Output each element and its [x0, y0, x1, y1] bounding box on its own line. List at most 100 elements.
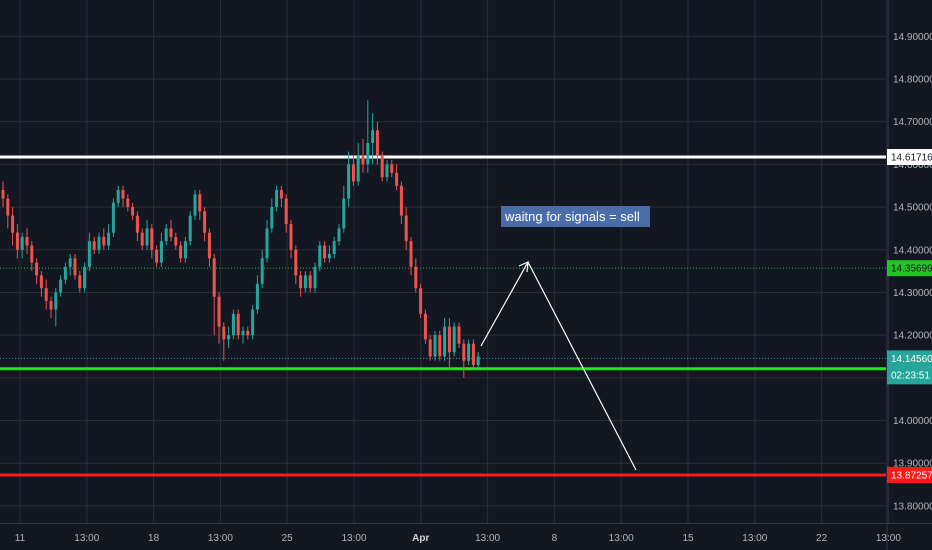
candle-body	[337, 228, 341, 242]
candle-body	[174, 236, 178, 246]
candle-body	[299, 275, 303, 289]
x-tick-label: 25	[282, 533, 294, 544]
candle-body	[279, 189, 283, 199]
candle-body	[155, 249, 159, 263]
candle-body	[121, 189, 125, 199]
time-axis[interactable]: 11 13:00 18 13:00 25 13:00 Apr 13:00 8 13:00 15 13:…	[0, 523, 932, 545]
candle-body	[236, 313, 240, 336]
candle-body	[308, 275, 312, 289]
candle-body	[419, 288, 423, 314]
candle-body	[371, 130, 375, 144]
candle-body	[231, 313, 235, 336]
annotation-box[interactable]	[501, 206, 650, 227]
candle-body	[15, 232, 19, 250]
candle-body	[428, 339, 432, 357]
x-tick-label: 15	[682, 533, 694, 544]
candle-body	[255, 283, 259, 310]
level-price-tag	[887, 149, 932, 166]
candle-body	[342, 198, 346, 229]
candle-body	[107, 232, 111, 246]
candle-body	[198, 194, 202, 212]
x-tick-label: Apr	[412, 533, 429, 544]
x-tick-label: 13:00	[74, 533, 99, 544]
candle-body	[443, 326, 447, 357]
candle-body	[289, 224, 293, 250]
candle-body	[49, 300, 53, 310]
candle-body	[6, 198, 10, 216]
level-price-tag-label: 14.61716	[891, 153, 932, 164]
candle-body	[92, 241, 96, 250]
chart-grid	[0, 0, 889, 523]
x-tick-label: 22	[816, 533, 828, 544]
candle-body	[159, 241, 163, 263]
candle-body	[390, 164, 394, 173]
y-tick-label: 14.80000	[893, 74, 932, 85]
candle-body	[241, 330, 245, 336]
candle-body	[251, 309, 255, 336]
candle-body	[169, 228, 173, 237]
candle-body	[217, 296, 221, 327]
candle-body	[414, 266, 418, 289]
candle-body	[25, 236, 29, 246]
candle-body	[102, 236, 106, 246]
y-tick-label: 14.90000	[893, 32, 932, 43]
candle-body	[135, 215, 139, 233]
candle-body	[323, 245, 327, 259]
candle-body	[404, 215, 408, 242]
candle-body	[78, 275, 82, 289]
candle-body	[270, 207, 274, 229]
x-tick-label: 11	[15, 533, 26, 544]
candle-body	[452, 326, 456, 353]
y-tick-label: 13.90000	[893, 459, 932, 470]
candle-body	[54, 292, 58, 310]
current-price-tag	[887, 350, 932, 385]
candle-body	[131, 207, 135, 216]
candle-body	[361, 155, 365, 165]
candle-body	[83, 266, 87, 289]
price-tags: 14.6171614.3569914.1212413.8725714.14560…	[887, 149, 932, 483]
annotation-text: waitng for signals = sell	[504, 209, 640, 224]
y-tick-label: 14.30000	[893, 288, 932, 299]
candle-body	[467, 343, 471, 361]
candle-body	[395, 172, 399, 186]
y-tick-label: 14.40000	[893, 245, 932, 256]
candle-body	[11, 215, 15, 233]
candle-body	[35, 262, 39, 276]
x-tick-label: 13:00	[208, 533, 233, 544]
candle-body	[366, 143, 370, 165]
countdown-label: 02:23:51	[891, 370, 930, 381]
candle-body	[313, 266, 317, 289]
candle-body	[275, 189, 279, 208]
candle-body	[188, 215, 192, 242]
candle-body	[385, 164, 389, 178]
candle-body	[1, 189, 5, 199]
candle-body	[179, 245, 183, 259]
candle-body	[59, 279, 63, 293]
level-price-tag	[887, 260, 932, 277]
candle-body	[471, 343, 475, 366]
candle-body	[332, 241, 336, 255]
candle-body	[183, 241, 187, 259]
x-tick-label: 13:00	[475, 533, 500, 544]
y-tick-label: 13.80000	[893, 501, 932, 512]
candle-body	[140, 232, 144, 246]
candle-body	[399, 185, 403, 216]
candle-body	[423, 313, 427, 340]
candle-body	[207, 232, 211, 259]
candle-body	[203, 211, 207, 233]
candle-body	[126, 198, 130, 208]
y-tick-label: 14.00000	[893, 416, 932, 427]
candle-body	[356, 155, 360, 182]
projection-arrow-head	[518, 261, 529, 273]
candle-body	[63, 266, 67, 280]
candle-body	[150, 228, 154, 250]
candle-body	[20, 236, 24, 250]
candle-body	[303, 275, 307, 289]
candle-body	[351, 164, 355, 182]
candlestick-series	[1, 100, 480, 378]
candle-body	[294, 249, 298, 276]
candle-body	[284, 198, 288, 225]
level-price-tag-label: 14.35699	[891, 264, 932, 275]
